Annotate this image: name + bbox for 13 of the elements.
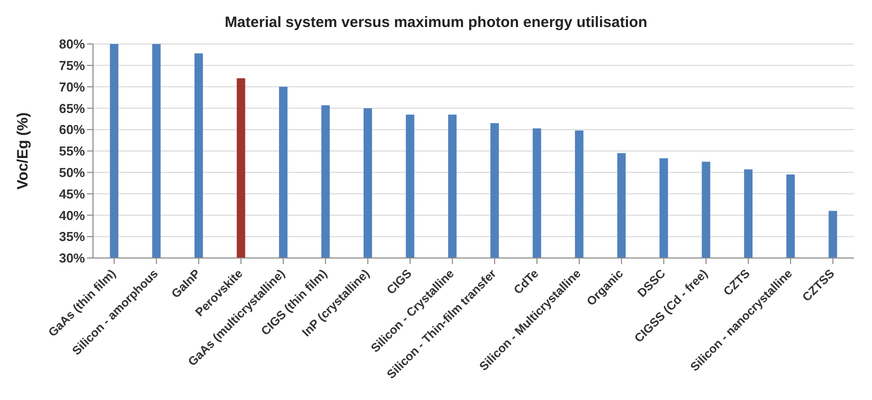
- y-axis-title: Voc/Eg (%): [14, 112, 32, 190]
- y-tick-label: 70%: [58, 79, 86, 94]
- y-tick-label: 45%: [58, 186, 86, 202]
- y-tick-label: 75%: [58, 58, 86, 74]
- chart-title: Material system versus maximum photon energy utilisation: [224, 13, 648, 33]
- y-tick-label: 40%: [58, 208, 86, 223]
- y-tick-label: 35%: [58, 229, 86, 244]
- y-tick-label: 60%: [58, 122, 86, 138]
- y-tick-label: 80%: [58, 36, 86, 52]
- y-tick-label: 30%: [58, 250, 86, 266]
- y-tick-label: 50%: [58, 165, 86, 180]
- y-tick-label: 55%: [58, 144, 86, 159]
- y-tick-label: 65%: [58, 100, 86, 116]
